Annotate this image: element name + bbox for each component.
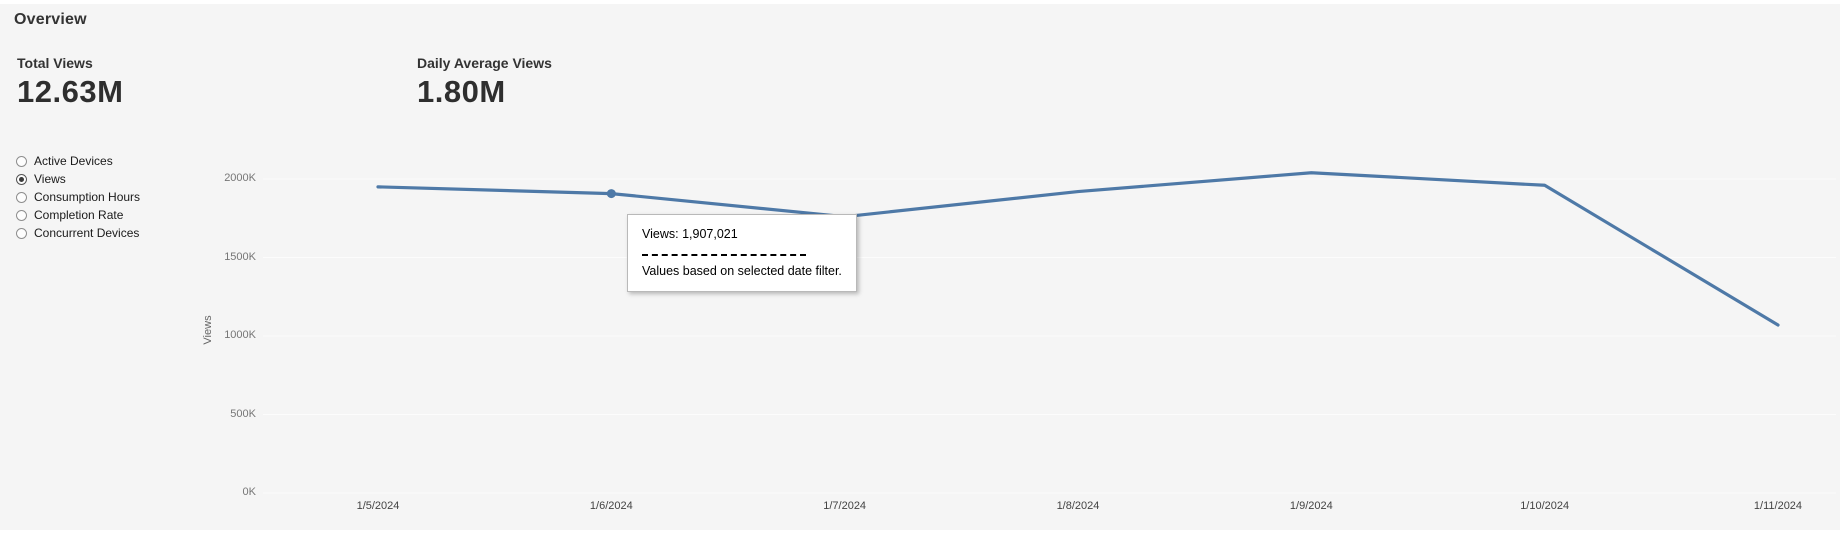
metric-value: 1.80M bbox=[417, 74, 506, 109]
radio-option-label: Completion Rate bbox=[34, 208, 124, 222]
radio-unselected-icon bbox=[16, 155, 27, 167]
y-tick-label: 2000K bbox=[224, 172, 256, 184]
x-axis-label: 1/10/2024 bbox=[1520, 500, 1570, 512]
measure-radio-group: Active Devices Views Consumption Hours Comp… bbox=[16, 152, 140, 242]
radio-option-label: Consumption Hours bbox=[34, 190, 141, 204]
radio-unselected-icon bbox=[16, 209, 27, 221]
radio-option-consumption-hours[interactable]: Consumption Hours bbox=[16, 188, 140, 206]
x-axis-label: 1/7/2024 bbox=[823, 500, 867, 512]
tooltip-value: Views: 1,907,021 bbox=[642, 227, 738, 241]
radio-option-label: Concurrent Devices bbox=[34, 226, 140, 240]
page-title: Overview bbox=[14, 11, 87, 28]
radio-selected-icon bbox=[16, 173, 27, 185]
metric-total-views: Total Views 12.63M bbox=[17, 55, 123, 110]
metric-label: Daily Average Views bbox=[417, 55, 552, 71]
radio-option-label: Views bbox=[34, 172, 66, 186]
x-axis-label: 1/8/2024 bbox=[1056, 500, 1100, 512]
views-line-series bbox=[376, 171, 1780, 327]
y-tick-label: 1500K bbox=[224, 250, 256, 263]
metric-daily-average-views: Daily Average Views 1.80M bbox=[417, 55, 552, 110]
tooltip: Views: 1,907,021 Values based on selecte… bbox=[627, 214, 857, 292]
radio-option-active-devices[interactable]: Active Devices bbox=[16, 152, 140, 170]
hovered-data-point[interactable] bbox=[606, 189, 616, 199]
y-tick-label: 500K bbox=[230, 407, 256, 420]
radio-option-label: Active Devices bbox=[34, 154, 113, 168]
x-axis-label: 1/6/2024 bbox=[589, 500, 633, 512]
tooltip-separator bbox=[642, 254, 806, 256]
tooltip-note: Values based on selected date filter. bbox=[642, 264, 842, 278]
y-tick-label: 1000K bbox=[224, 329, 256, 341]
radio-option-completion-rate[interactable]: Completion Rate bbox=[16, 206, 140, 224]
x-axis-label: 1/11/2024 bbox=[1753, 500, 1803, 512]
radio-unselected-icon bbox=[16, 191, 27, 203]
dashboard-panel bbox=[0, 4, 1840, 530]
y-tick-label: 0K bbox=[242, 486, 256, 498]
radio-option-concurrent-devices[interactable]: Concurrent Devices bbox=[16, 224, 140, 242]
metric-label: Total Views bbox=[17, 55, 93, 71]
radio-unselected-icon bbox=[16, 227, 27, 239]
x-axis-label: 1/5/2024 bbox=[356, 500, 400, 512]
metric-value: 12.63M bbox=[17, 74, 124, 109]
radio-option-views[interactable]: Views bbox=[16, 170, 140, 188]
x-axis-label: 1/9/2024 bbox=[1289, 500, 1333, 512]
